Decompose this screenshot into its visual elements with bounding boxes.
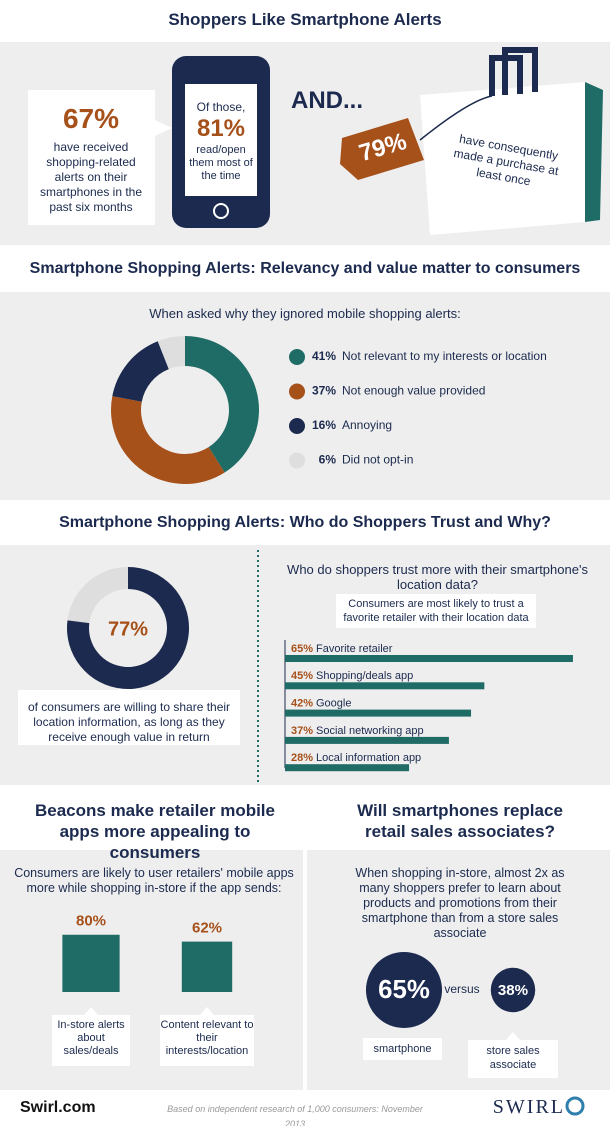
bar-label: Google xyxy=(316,698,351,710)
page-title: Shoppers Like Smartphone Alerts xyxy=(168,10,442,29)
legend-swatch xyxy=(289,349,305,365)
square xyxy=(181,941,233,992)
legend-label: Annoying xyxy=(342,418,392,432)
phone-screen xyxy=(185,84,257,196)
section-heading: Beacons make retailer mobile apps more a… xyxy=(34,801,275,862)
legend-value: 37% xyxy=(312,384,336,398)
stat-value: 67% xyxy=(62,103,120,134)
connector: AND... xyxy=(291,87,363,114)
chart-title: Who do shoppers trust more with their sm… xyxy=(287,562,588,592)
legend-value: 6% xyxy=(319,453,337,467)
legend-swatch xyxy=(289,418,305,434)
donut-slice xyxy=(157,336,185,370)
bar xyxy=(285,682,485,690)
bar-label: Shopping/deals app xyxy=(316,670,413,682)
bar-value: 65% xyxy=(291,643,313,655)
bar-label: Favorite retailer xyxy=(316,643,393,655)
legend-value: 41% xyxy=(312,349,336,363)
donut-slice xyxy=(185,336,259,473)
square xyxy=(62,934,120,992)
bubble-caption: store sales associate xyxy=(486,1045,540,1071)
bubble xyxy=(490,967,536,1013)
legend-value: 16% xyxy=(312,418,336,432)
bubble xyxy=(365,951,443,1029)
chart-subtitle: Consumers are most likely to trust a fav… xyxy=(343,598,529,624)
bar xyxy=(285,764,410,772)
stat-text: have received shopping-related alerts on… xyxy=(39,140,143,214)
logo xyxy=(565,1096,585,1116)
callout xyxy=(28,90,172,225)
connector: versus xyxy=(444,982,479,996)
chart-title: When shopping in-store, almost 2x as man… xyxy=(355,866,565,940)
bar xyxy=(285,736,449,744)
section-heading: Smartphone Shopping Alerts: Who do Shopp… xyxy=(59,514,551,531)
donut-slice xyxy=(67,567,190,689)
chart-title: When asked why they ignored mobile shopp… xyxy=(149,306,461,321)
bubble-value: 65% xyxy=(378,976,430,1004)
bubble-caption: smartphone xyxy=(373,1043,432,1055)
bar-label: Social networking app xyxy=(316,725,424,737)
legend-swatch xyxy=(289,383,305,400)
square-value: 80% xyxy=(76,913,106,930)
stat-lead: Of those, xyxy=(196,100,246,114)
square-caption: In-store alerts about sales/deals xyxy=(57,1019,125,1057)
site: Swirl.com xyxy=(20,1099,96,1116)
callout xyxy=(363,1038,442,1060)
stat-value: 81% xyxy=(196,115,246,142)
bar-value: 45% xyxy=(291,670,313,682)
tag-string xyxy=(419,95,493,141)
footnote: Based on independent research of 1,000 c… xyxy=(167,1104,423,1126)
section-heading: Smartphone Shopping Alerts: Relevancy an… xyxy=(29,260,581,277)
donut-label: 77% xyxy=(108,618,148,640)
legend-label: Not enough value provided xyxy=(342,384,485,398)
section-bg xyxy=(0,292,610,500)
bar-value: 28% xyxy=(291,752,313,764)
phone-button xyxy=(213,203,229,219)
callout xyxy=(468,1032,558,1078)
bar xyxy=(285,655,573,662)
bar-value: 42% xyxy=(291,698,313,710)
price-tag xyxy=(340,118,424,180)
bar xyxy=(285,709,472,717)
callout xyxy=(18,680,240,745)
square-caption: Content relevant to their interests/loca… xyxy=(160,1019,254,1057)
bubble-value: 38% xyxy=(498,982,529,999)
callout xyxy=(52,1007,130,1066)
square-value: 62% xyxy=(192,920,222,937)
chart-title: Consumers are likely to user retailers' … xyxy=(14,866,294,895)
callout xyxy=(336,594,536,628)
legend-label: Not relevant to my interests or location xyxy=(342,349,547,363)
bag-handles xyxy=(489,47,538,96)
donut-slice xyxy=(111,396,225,484)
caption: of consumers are willing to share their … xyxy=(27,700,231,744)
bag xyxy=(420,82,585,235)
callout xyxy=(160,1007,254,1066)
stat-text: read/open them most of the time xyxy=(189,144,253,182)
legend-swatch xyxy=(289,452,305,469)
bar-label: Local information app xyxy=(316,752,421,764)
section-heading: Will smartphones replace retail sales as… xyxy=(357,801,563,841)
bag-side xyxy=(585,82,603,222)
donut-slice xyxy=(112,341,169,402)
brand: SWIRL xyxy=(492,1096,565,1118)
bar-value: 37% xyxy=(291,725,313,737)
legend-label: Did not opt-in xyxy=(342,453,413,467)
